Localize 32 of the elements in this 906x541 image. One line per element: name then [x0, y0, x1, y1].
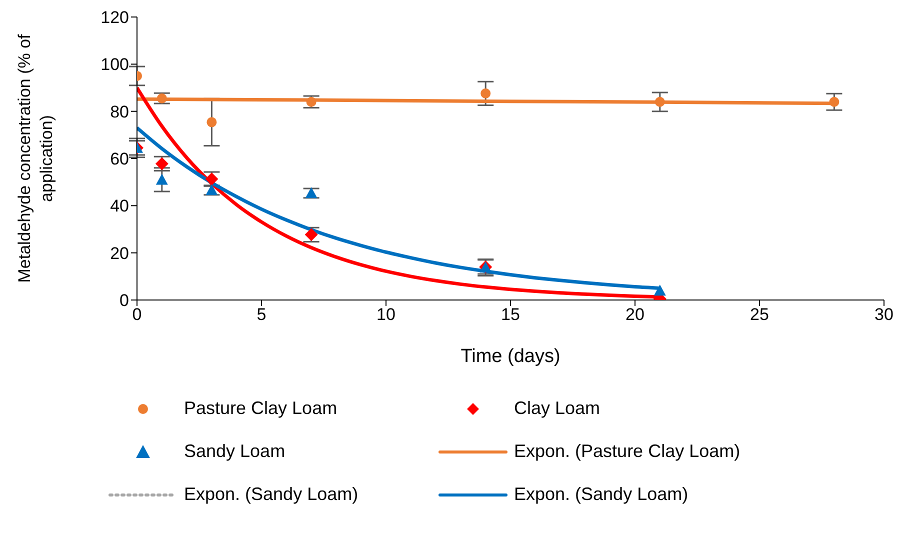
legend-label: Expon. (Sandy Loam) — [514, 484, 688, 505]
point — [206, 184, 218, 196]
point — [480, 88, 491, 98]
y-axis-title: Metaldehyde concentration (% of application) — [15, 34, 56, 283]
x-tick-label: 20 — [626, 305, 644, 324]
legend-label: Expon. (Sandy Loam) — [184, 484, 358, 505]
point — [654, 284, 666, 296]
x-tick-label: 30 — [874, 305, 894, 324]
x-tick-label: 15 — [501, 305, 520, 324]
y-tick-label: 60 — [110, 150, 129, 169]
point — [156, 93, 167, 104]
point — [206, 117, 217, 128]
point — [156, 174, 168, 185]
x-tick-label: 25 — [750, 305, 769, 324]
y-tick-label: 40 — [110, 196, 129, 216]
x-tick-label: 5 — [256, 305, 266, 324]
point — [305, 187, 318, 198]
legend-label: Sandy Loam — [184, 441, 286, 462]
point — [654, 96, 665, 107]
point — [829, 96, 840, 107]
x-axis-title: Time (days) — [460, 346, 560, 367]
y-tick-label: 100 — [100, 55, 129, 74]
legend-label: Expon. (Pasture Clay Loam) — [514, 441, 740, 462]
x-tick-label: 0 — [132, 305, 142, 324]
legend-label: Pasture Clay Loam — [184, 398, 338, 419]
y-tick-label: 20 — [110, 244, 129, 263]
y-tick-label: 120 — [100, 8, 129, 28]
legend-label: Clay Loam — [514, 398, 600, 419]
y-tick-label: 0 — [120, 291, 129, 310]
y-tick-label: 80 — [110, 102, 129, 122]
x-tick-label: 10 — [376, 305, 396, 324]
point — [306, 96, 316, 107]
